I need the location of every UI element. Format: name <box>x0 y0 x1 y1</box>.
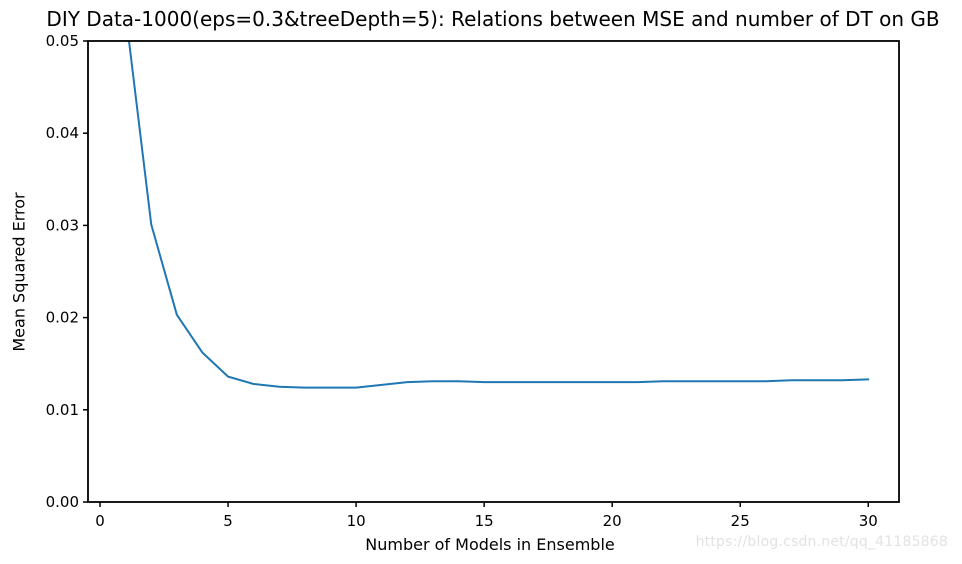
x-tick-label: 15 <box>475 512 494 530</box>
y-tick-label: 0.01 <box>46 401 79 419</box>
chart-title: DIY Data-1000(eps=0.3&treeDepth=5): Rela… <box>46 7 940 31</box>
y-axis-label: Mean Squared Error <box>9 192 29 352</box>
x-tick-label: 10 <box>347 512 366 530</box>
y-tick-label: 0.02 <box>46 309 79 327</box>
y-tick-label: 0.03 <box>46 216 79 234</box>
y-tick-label: 0.05 <box>46 32 79 50</box>
axes-box <box>87 40 900 503</box>
x-tick-label: 25 <box>731 512 750 530</box>
x-tick-label: 20 <box>603 512 622 530</box>
watermark: https://blog.csdn.net/qq_41185868 <box>695 534 948 550</box>
x-tick-label: 5 <box>223 512 233 530</box>
x-tick-label: 0 <box>95 512 105 530</box>
x-tick-label: 30 <box>859 512 878 530</box>
x-axis-label: Number of Models in Ensemble <box>365 535 615 554</box>
y-tick-label: 0.00 <box>46 493 79 511</box>
mse-line-series <box>127 41 870 389</box>
y-tick-label: 0.04 <box>46 124 79 142</box>
